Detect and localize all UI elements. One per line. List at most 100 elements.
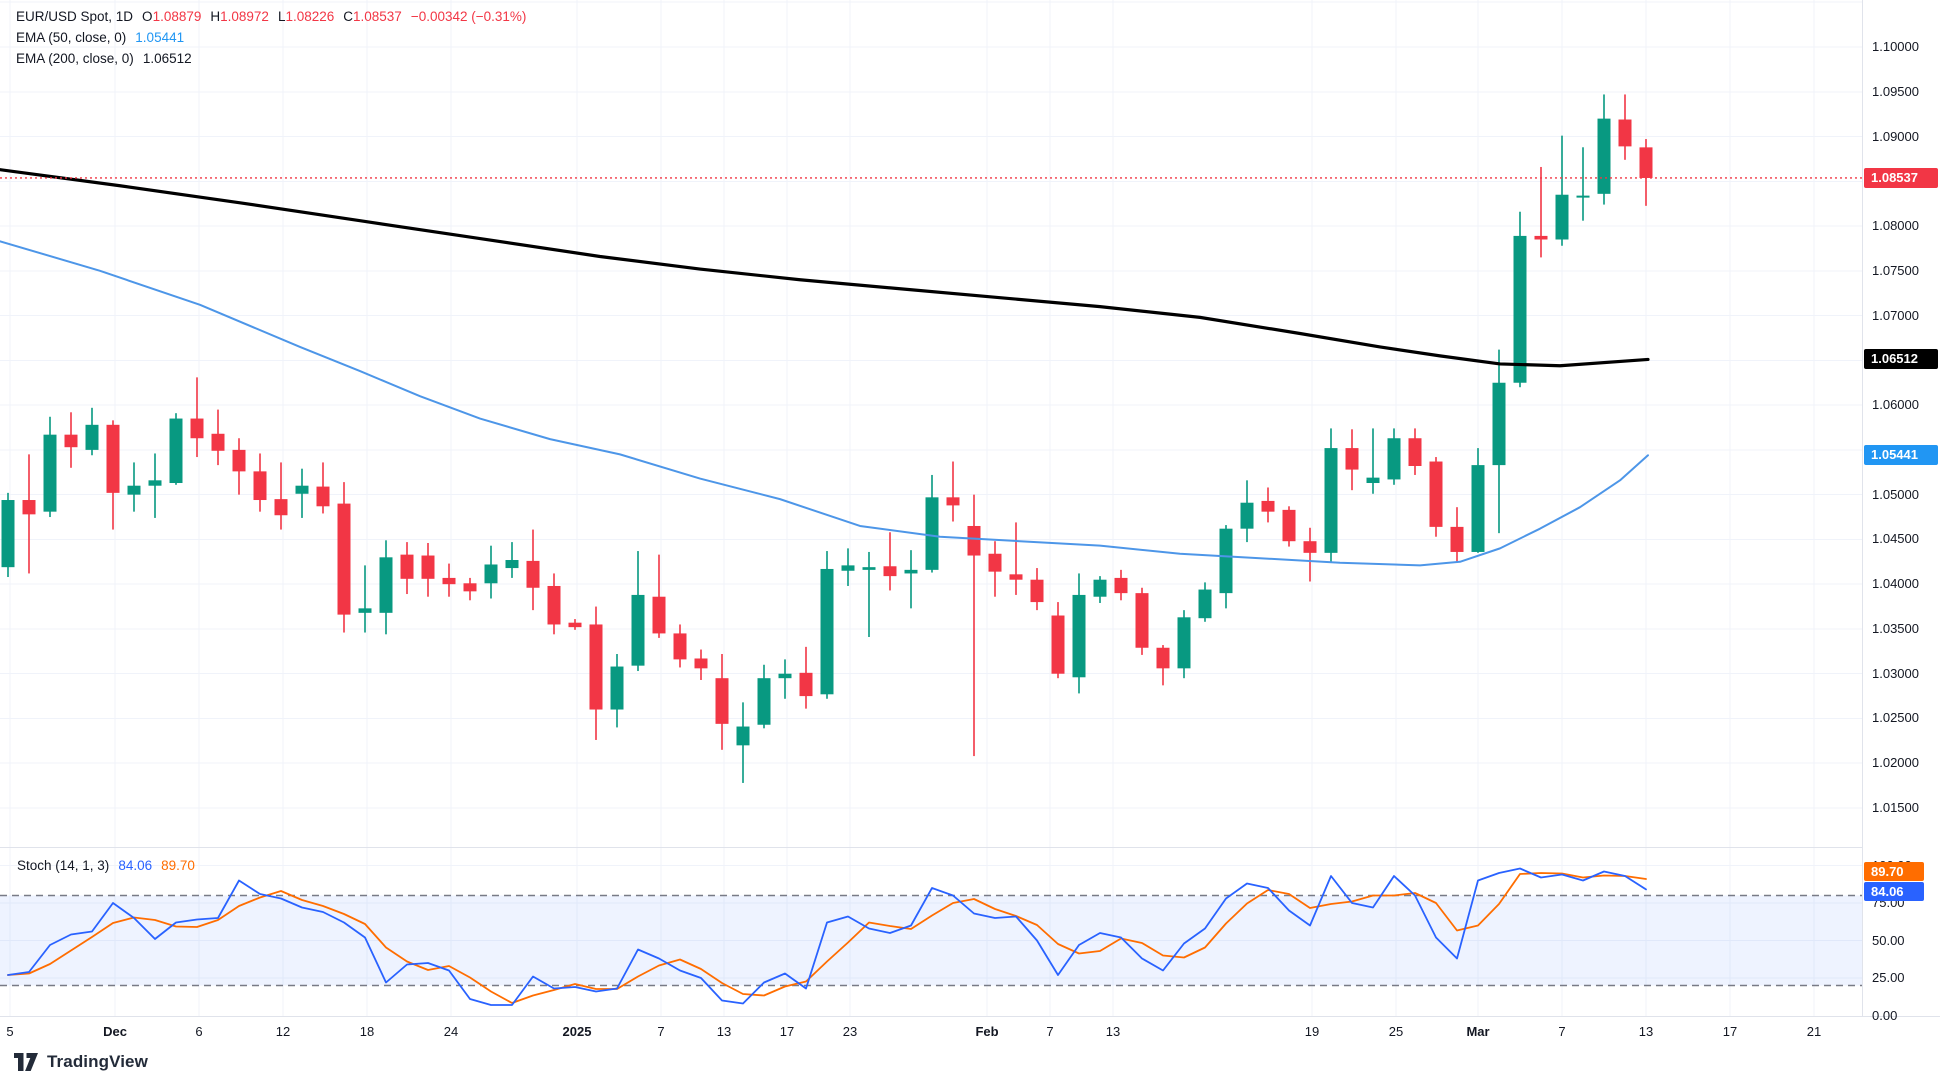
candle [778, 659, 792, 699]
time-axis-label: 12 [275, 1024, 291, 1039]
candle [43, 416, 57, 518]
stoch-axis-label: 0.00 [1872, 1007, 1898, 1023]
price-axis-label: 1.03500 [1872, 620, 1919, 636]
ema200-legend-row[interactable]: EMA (200, close, 0) 1.06512 [16, 48, 526, 69]
time-axis-label: 13 [1638, 1024, 1654, 1039]
time-axis-label: 23 [842, 1024, 858, 1039]
candle [1408, 428, 1422, 475]
ema200-label: EMA (200, close, 0) [16, 51, 134, 66]
candle [1261, 487, 1275, 523]
candle [1345, 429, 1359, 491]
stoch-k-value: 84.06 [118, 858, 153, 873]
stoch-band [0, 895, 1862, 986]
price-axis-label: 1.09500 [1872, 83, 1919, 99]
candle [1051, 602, 1065, 679]
candle [1618, 94, 1632, 160]
tradingview-logo-text: TradingView [47, 1052, 148, 1071]
price-badge: 1.06512 [1864, 349, 1938, 370]
candle [526, 529, 540, 611]
time-axis-label: 7 [1046, 1024, 1054, 1039]
close-value: C1.08537 [343, 9, 402, 24]
candle [1366, 428, 1380, 494]
candle [1072, 573, 1086, 694]
price-axis-label: 1.02500 [1872, 710, 1919, 726]
price-axis-label: 1.08000 [1872, 218, 1919, 234]
time-axis-label: 6 [195, 1024, 203, 1039]
stoch-d-line [7, 872, 1647, 1004]
candle [883, 532, 897, 591]
candle [1555, 135, 1569, 246]
candle [589, 606, 603, 740]
candle [295, 468, 309, 518]
time-axis-label: 18 [359, 1024, 375, 1039]
ema50-line [0, 240, 1649, 567]
candle [1303, 527, 1317, 582]
candle [1471, 448, 1485, 553]
candle [232, 438, 246, 495]
candle [1576, 147, 1590, 221]
price-axis-label: 1.07000 [1872, 307, 1919, 323]
price-badge: 1.05441 [1864, 445, 1938, 466]
price-axis-label: 1.06000 [1872, 397, 1919, 413]
candle [631, 551, 645, 672]
candle [820, 551, 834, 699]
candle [1219, 525, 1233, 609]
candle [379, 540, 393, 635]
stoch-legend: Stoch (14, 1, 3) 84.06 89.70 [17, 855, 195, 876]
candle [190, 377, 204, 458]
tradingview-logo-icon [14, 1052, 38, 1071]
candle [1156, 645, 1170, 686]
candle [505, 542, 519, 578]
candle [1177, 610, 1191, 679]
candle [925, 474, 939, 573]
candle [106, 420, 120, 530]
price-axis-label: 1.05000 [1872, 486, 1919, 502]
candlesticks [1, 94, 1653, 783]
stoch-legend-row[interactable]: Stoch (14, 1, 3) 84.06 89.70 [17, 855, 195, 876]
candle [799, 646, 813, 709]
time-axis-label: 21 [1806, 1024, 1822, 1039]
candle [967, 494, 981, 757]
price-axis-label: 1.04500 [1872, 531, 1919, 547]
tradingview-logo[interactable]: TradingView [14, 1052, 148, 1072]
candle [400, 542, 414, 595]
price-axis-label: 1.01500 [1872, 800, 1919, 815]
time-axis-label: 5 [6, 1024, 14, 1039]
stoch-badge: 89.70 [1864, 862, 1924, 881]
stoch-d-value: 89.70 [161, 858, 195, 873]
candle [1597, 94, 1611, 205]
candle [736, 702, 750, 783]
symbol-legend-row[interactable]: EUR/USD Spot, 1D O1.08879 H1.08972 L1.08… [16, 6, 526, 27]
time-axis-label: 7 [657, 1024, 665, 1039]
time-axis-label: Dec [103, 1024, 127, 1039]
candle [988, 541, 1002, 597]
candle [1324, 428, 1338, 562]
candle [484, 545, 498, 599]
candle [1387, 428, 1401, 485]
time-axis-label: 13 [716, 1024, 732, 1039]
candle [946, 461, 960, 522]
legend: EUR/USD Spot, 1D O1.08879 H1.08972 L1.08… [16, 6, 526, 69]
candle [568, 619, 582, 630]
candle [316, 462, 330, 514]
candle [1240, 480, 1254, 543]
candle [358, 565, 372, 633]
stoch-axis-label: 50.00 [1872, 932, 1905, 948]
candle [610, 654, 624, 728]
ema50-legend-row[interactable]: EMA (50, close, 0) 1.05441 [16, 27, 526, 48]
candle [547, 573, 561, 635]
stoch-k-line [7, 867, 1647, 1006]
change-value: −0.00342 (−0.31%) [410, 9, 527, 24]
candle [1492, 349, 1506, 534]
candle [148, 453, 162, 518]
candle [904, 550, 918, 609]
candle [862, 551, 876, 638]
price-axis-label: 1.02000 [1872, 755, 1919, 771]
candle [1093, 576, 1107, 603]
price-axis-label: 1.07500 [1872, 262, 1919, 278]
time-axis-label: 2025 [562, 1024, 592, 1039]
price-badge: 1.08537 [1864, 167, 1938, 188]
candle [1198, 582, 1212, 622]
